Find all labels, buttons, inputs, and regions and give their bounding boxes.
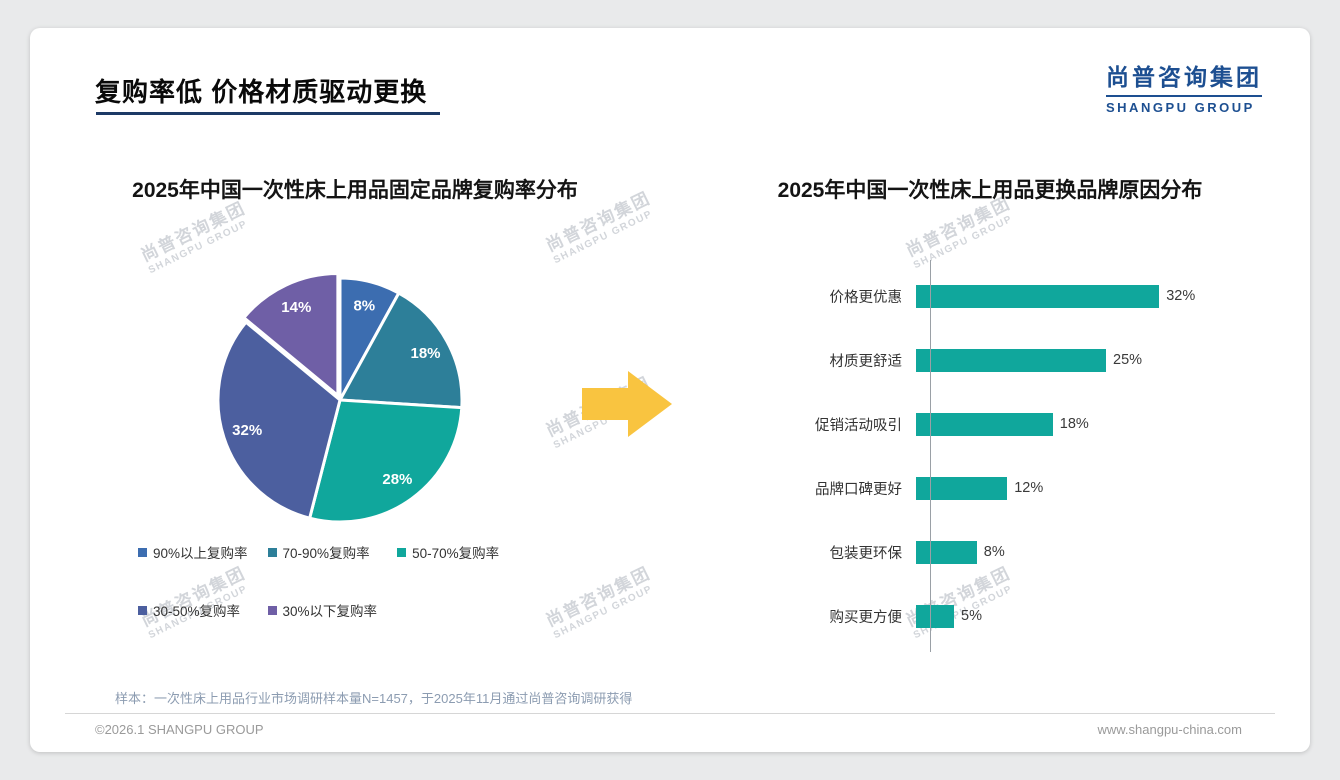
slide-content: 复购率低 价格材质驱动更换 尚普咨询集团 SHANGPU GROUP 2025年… — [30, 28, 1310, 752]
bar-value-label: 25% — [1113, 352, 1143, 368]
bar-category-label: 包装更环保 — [829, 545, 903, 562]
bar-row: 材质更舒适 25% — [680, 328, 1280, 392]
website-link[interactable]: www.shangpu-china.com — [1097, 722, 1242, 737]
bar — [916, 348, 1106, 372]
bar-category-label: 品牌口碑更好 — [815, 481, 902, 498]
bar — [916, 540, 977, 564]
pie-chart-title: 2025年中国一次性床上用品固定品牌复购率分布 — [132, 179, 578, 202]
bar-category-label: 价格更优惠 — [829, 289, 903, 306]
logo-divider — [1106, 95, 1262, 97]
bar-chart: 价格更优惠 32% 材质更舒适 25% 促销活动吸引 18% 品牌口碑更好 12% 包装更环保 8… — [680, 260, 1280, 652]
bar-chart-title: 2025年中国一次性床上用品更换品牌原因分布 — [777, 179, 1203, 202]
legend-label: 90%以上复购率 — [153, 546, 248, 561]
bar-value-label: 18% — [1059, 416, 1089, 432]
bar-area: 8% — [916, 540, 1280, 564]
bar — [916, 476, 1008, 500]
copyright-text: ©2026.1 SHANGPU GROUP — [95, 722, 264, 737]
logo-chinese-text: 尚普咨询集团 — [1106, 64, 1262, 90]
bar-value-label: 5% — [961, 608, 982, 624]
bar-category-label: 购买更方便 — [829, 609, 903, 626]
arrow-right-icon — [582, 371, 672, 437]
legend-item: 50-70%复购率 — [397, 542, 499, 562]
legend-label: 30%以下复购率 — [282, 604, 378, 619]
page-title: 复购率低 价格材质驱动更换 — [95, 77, 428, 107]
legend-label: 50-70%复购率 — [412, 546, 500, 561]
bar-area: 25% — [916, 348, 1280, 372]
pie-value-label: 8% — [353, 298, 375, 315]
legend-swatch — [397, 547, 407, 557]
bar-row: 价格更优惠 32% — [680, 264, 1280, 328]
sample-note: 样本：一次性床上用品行业市场调研样本量N=1457，于2025年11月通过尚普咨… — [115, 691, 633, 706]
pie-slice-2 — [308, 398, 464, 524]
bar-value-label: 12% — [1014, 480, 1044, 496]
footer-divider — [65, 713, 1275, 714]
legend-swatch — [138, 605, 147, 615]
bar-area: 18% — [916, 412, 1280, 436]
legend-item: 30%以下复购率 — [267, 600, 378, 620]
bar-row: 包装更环保 8% — [680, 520, 1280, 584]
logo-english-text: SHANGPU GROUP — [1106, 100, 1255, 115]
slide-card: 尚普咨询集团 SHANGPU GROUP 尚普咨询集团 SHANGPU GROUP 尚普… — [30, 28, 1310, 752]
pie-value-label: 32% — [232, 422, 262, 439]
bar-area: 32% — [916, 284, 1280, 308]
company-logo: 尚普咨询集团 SHANGPU GROUP — [1106, 58, 1262, 115]
bar-category-label: 促销活动吸引 — [815, 417, 902, 434]
legend-item: 70-90%复购率 — [267, 542, 378, 562]
bar-category-label: 材质更舒适 — [829, 353, 903, 370]
pie-chart: 8% 18% 28% 32% 14% — [216, 271, 464, 524]
legend-item: 30-50%复购率 — [138, 600, 248, 620]
bar-row: 促销活动吸引 18% — [680, 392, 1280, 456]
bar-row: 品牌口碑更好 12% — [680, 456, 1280, 520]
bar-area: 5% — [916, 604, 1280, 628]
legend-item: 90%以上复购率 — [138, 542, 248, 562]
bar-chart-rows: 价格更优惠 32% 材质更舒适 25% 促销活动吸引 18% 品牌口碑更好 12% 包装更环保 8… — [680, 260, 1280, 652]
pie-value-label: 28% — [382, 471, 412, 488]
bar — [916, 412, 1053, 436]
pie-slice-1 — [338, 291, 464, 410]
pie-value-label: 14% — [281, 299, 311, 316]
legend-label: 70-90%复购率 — [282, 546, 370, 561]
bar-value-label: 32% — [1166, 288, 1196, 304]
bar-row: 购买更方便 5% — [680, 584, 1280, 648]
bar — [916, 604, 954, 628]
legend-swatch — [267, 605, 277, 615]
legend-swatch — [138, 547, 147, 557]
title-underline — [96, 112, 440, 115]
legend-label: 30-50%复购率 — [153, 604, 241, 619]
bar-value-label: 8% — [983, 544, 1005, 560]
bar-area: 12% — [916, 476, 1280, 500]
bar — [916, 284, 1160, 308]
pie-slice-4 — [242, 271, 340, 397]
pie-legend: 90%以上复购率 70-90%复购率 50-70%复购率 30-50%复购率 30%以下… — [138, 542, 499, 620]
pie-slice-3 — [216, 320, 342, 520]
legend-swatch — [267, 547, 277, 557]
pie-value-label: 18% — [410, 345, 440, 362]
bar-chart-axis-line — [930, 260, 931, 652]
